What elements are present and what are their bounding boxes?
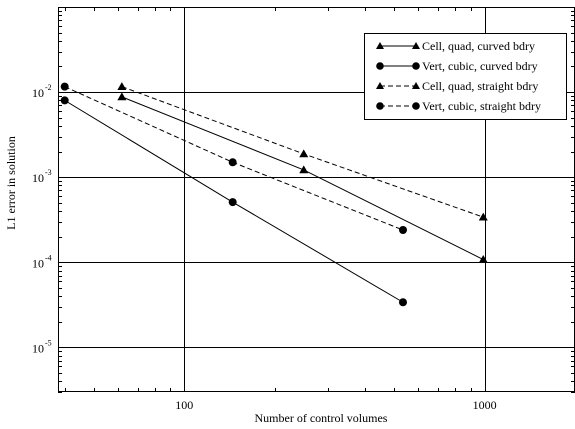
minor-ticks [58,7,575,393]
x-axis-label: Number of control volumes [255,411,388,425]
triangle-marker [117,82,127,91]
x-tick-label: 100 [175,398,193,412]
y-tick-base: 10 [32,86,44,100]
circle-marker [376,102,384,110]
legend: Cell, quad, curved bdry Vert, cubic, curv… [364,33,567,120]
legend-entry: Cell, quad, curved bdry [376,39,535,53]
legend-label: Cell, quad, straight bdry [422,79,538,93]
circle-marker [376,62,384,70]
triangle-marker [412,82,420,89]
circle-marker [60,96,69,105]
series-2 [60,96,407,307]
y-tick-labels: 10-510-410-310-2 [32,83,52,355]
circle-marker [398,298,407,307]
triangle-marker [299,149,309,158]
series-3 [117,82,488,221]
circle-marker [228,158,237,167]
legend-entry: Vert, cubic, curved bdry [376,59,538,73]
triangle-marker [117,92,127,101]
series-4 [60,82,407,235]
y-tick-label: 10 -5 [32,338,52,355]
triangle-marker [376,42,384,49]
series-1 [117,92,488,263]
series-line [64,86,404,231]
triangle-marker [299,165,309,174]
y-tick-base: 10 [32,256,44,270]
triangle-marker [478,212,488,221]
x-tick-label: 1000 [473,398,497,412]
circle-marker [60,82,69,91]
y-tick-label: 10 -4 [32,253,52,270]
y-tick-base: 10 [32,171,44,185]
circle-marker [228,198,237,207]
y-tick-base: 10 [32,341,44,355]
triangle-marker [376,82,384,89]
y-tick-exponent: -5 [45,338,52,347]
circle-marker [412,102,420,110]
legend-entry: Vert, cubic, straight bdry [376,99,541,113]
legend-label: Cell, quad, curved bdry [422,39,535,53]
circle-marker [412,62,420,70]
legend-entry: Cell, quad, straight bdry [376,79,538,93]
y-tick-exponent: -3 [45,168,52,177]
triangle-marker [412,42,420,49]
series-layer [60,82,488,307]
circle-marker [398,226,407,235]
triangle-marker [478,255,488,263]
x-tick-labels: 100 1000 [175,398,496,412]
y-tick-label: 10 -3 [32,168,52,185]
legend-box [364,33,567,120]
y-tick-label: 10 -2 [32,83,52,100]
series-line [121,96,484,260]
legend-label: Vert, cubic, curved bdry [422,59,538,73]
y-tick-exponent: -4 [45,253,52,262]
y-tick-exponent: -2 [45,83,52,92]
legend-label: Vert, cubic, straight bdry [422,99,541,113]
y-axis-label: L1 error in solution [4,136,18,230]
